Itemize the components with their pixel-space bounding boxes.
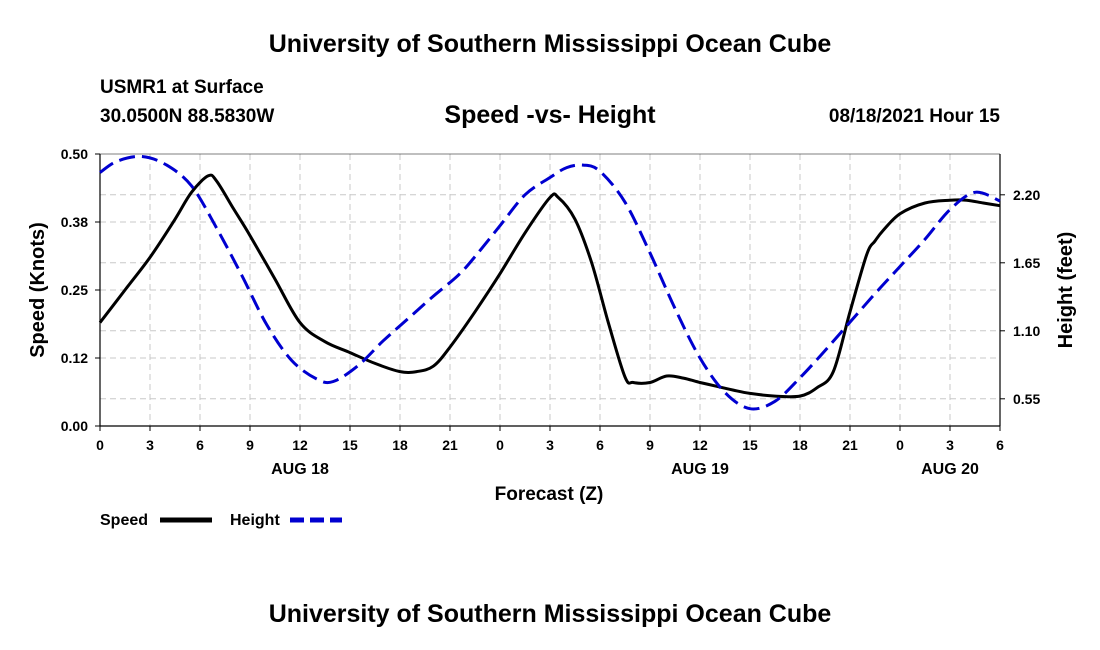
- y2-tick-label: 0.55: [1013, 391, 1040, 407]
- series-line-speed: [98, 173, 1001, 399]
- x-tick-label: 3: [146, 437, 154, 453]
- page-title: University of Southern Mississippi Ocean…: [268, 30, 832, 58]
- y-tick-label: 0.50: [61, 146, 88, 162]
- date-label: AUG 19: [671, 461, 729, 478]
- grid-lines: [100, 154, 1000, 426]
- x-tick-label: 15: [742, 437, 758, 453]
- x-tick-label: 12: [292, 437, 308, 453]
- y-tick-label: 0.38: [61, 214, 88, 230]
- legend-label-height: Height: [230, 512, 280, 529]
- x-tick-label: 6: [596, 437, 604, 453]
- y2-axis-label: Height (feet): [1055, 232, 1077, 349]
- x-tick-label: 18: [792, 437, 808, 453]
- forecast-datetime: 08/18/2021 Hour 15: [828, 106, 1000, 127]
- date-label: AUG 18: [271, 461, 329, 478]
- coordinates-label: 30.0500N 88.5830W: [100, 106, 275, 127]
- footer-title: University of Southern Mississippi Ocean…: [268, 600, 832, 628]
- y2-tick-label: 2.20: [1013, 187, 1040, 203]
- legend-label-speed: Speed: [100, 512, 148, 529]
- x-tick-label: 3: [946, 437, 954, 453]
- y-axis-ticks: 0.00 0.12 0.25 0.38 0.50: [61, 146, 100, 434]
- legend: Speed Height: [100, 512, 342, 529]
- x-tick-label: 0: [496, 437, 504, 453]
- y-axis-label: Speed (Knots): [27, 222, 49, 358]
- y-tick-label: 0.00: [61, 418, 88, 434]
- x-tick-label: 9: [246, 437, 254, 453]
- y-tick-label: 0.12: [61, 350, 88, 366]
- x-tick-label: 12: [692, 437, 708, 453]
- x-axis-label: Forecast (Z): [495, 484, 604, 505]
- chart-title: Speed -vs- Height: [444, 101, 656, 129]
- y2-axis-ticks: 0.55 1.10 1.65 2.20: [1000, 187, 1040, 407]
- station-label: USMR1 at Surface: [100, 77, 264, 98]
- x-tick-label: 9: [646, 437, 654, 453]
- x-tick-label: 21: [442, 437, 458, 453]
- series-line-height: [99, 154, 1001, 411]
- x-axis-ticks: 0 3 6 9 12 15 18 21 0 3 6 9 12 15 18 21 0 3 6 AUG 18 AUG 19 A…: [96, 426, 1004, 478]
- x-tick-label: 6: [996, 437, 1004, 453]
- y-tick-label: 0.25: [61, 282, 88, 298]
- x-tick-label: 15: [342, 437, 358, 453]
- date-label: AUG 20: [921, 461, 979, 478]
- x-tick-label: 3: [546, 437, 554, 453]
- x-tick-label: 21: [842, 437, 858, 453]
- x-tick-label: 6: [196, 437, 204, 453]
- x-tick-label: 0: [896, 437, 904, 453]
- series-lines: [98, 154, 1001, 411]
- x-tick-label: 18: [392, 437, 408, 453]
- x-tick-label: 0: [96, 437, 104, 453]
- y2-tick-label: 1.10: [1013, 323, 1040, 339]
- y2-tick-label: 1.65: [1013, 255, 1040, 271]
